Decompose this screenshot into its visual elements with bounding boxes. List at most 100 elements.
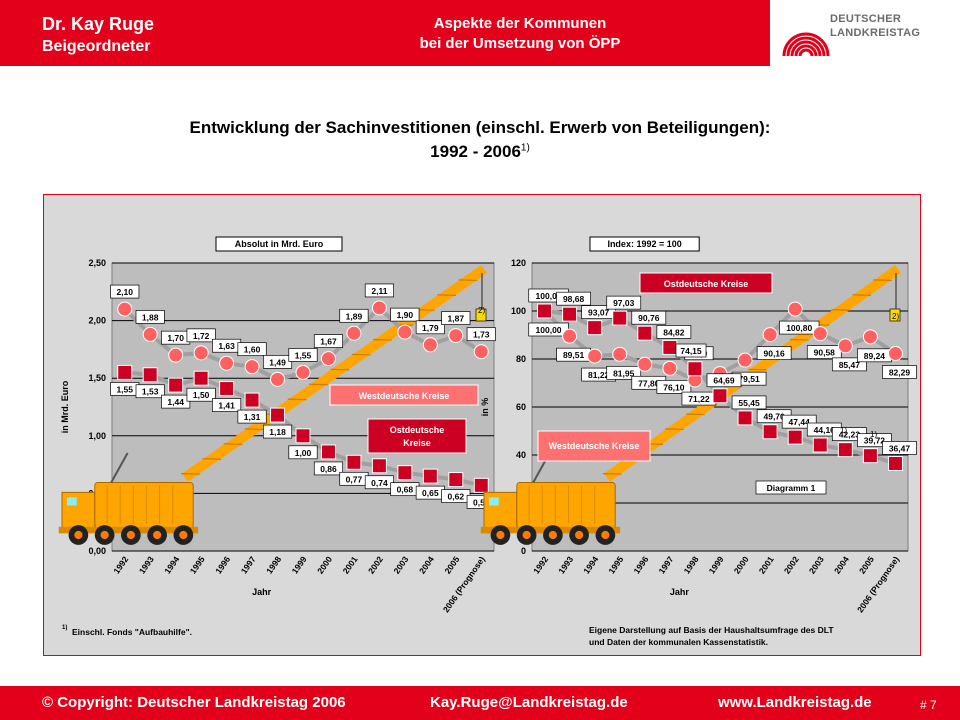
website-link[interactable]: www.Landkreistag.de — [718, 694, 872, 711]
x-tick-label: 1997 — [239, 554, 258, 575]
data-label-box — [882, 365, 917, 379]
east-point — [422, 468, 438, 484]
data-label-box — [186, 387, 216, 402]
crane-lattice-icon — [748, 368, 767, 371]
crane-lattice-icon — [852, 294, 871, 296]
legend-box-label: Diagramm 1 — [767, 483, 816, 493]
source-line-1: Eigene Darstellung auf Basis der Haushal… — [589, 625, 834, 635]
x-tick-label: 2004 — [417, 554, 436, 575]
west-point — [346, 325, 362, 341]
west-point — [662, 360, 678, 376]
data-label: 89,24 — [864, 351, 886, 361]
crane-lattice-icon — [437, 294, 456, 296]
crane-lattice-icon — [245, 428, 264, 431]
west-point — [837, 338, 853, 354]
footnote-mark: 1) — [62, 625, 67, 631]
y-tick-label: 40 — [516, 450, 526, 460]
x-tick-label: 2002 — [782, 554, 801, 575]
west-point — [219, 355, 235, 371]
crane-lattice-icon — [309, 383, 328, 386]
crane-hook-icon — [889, 308, 901, 322]
annotation-mark: 1) — [870, 430, 877, 439]
crane-cab-icon — [61, 491, 96, 529]
data-label-box — [135, 310, 165, 324]
y-tick-label: 80 — [516, 354, 526, 364]
crane-window-icon — [488, 497, 499, 506]
data-label: 81,22 — [588, 370, 610, 380]
y-tick-label: 1,00 — [88, 431, 106, 441]
data-label: 0,86 — [320, 464, 337, 474]
box-title-frame — [589, 236, 700, 252]
west-point — [270, 371, 286, 387]
data-label-box — [237, 342, 267, 357]
crane-hub-icon — [496, 530, 505, 540]
x-tick-label: 1997 — [656, 554, 675, 575]
data-label-box — [756, 346, 792, 360]
data-label-box — [606, 295, 642, 310]
west-point — [887, 346, 903, 362]
x-tick-label: 1998 — [264, 554, 283, 575]
crane-body-icon — [516, 482, 616, 529]
data-label: 1,73 — [473, 330, 490, 340]
data-label: 0,77 — [346, 474, 363, 484]
page-number: # 7 — [920, 698, 937, 712]
y-tick-label: 120 — [511, 258, 526, 268]
data-label: 1,53 — [142, 387, 159, 397]
east-point — [142, 367, 158, 383]
callout-east2-box — [639, 272, 773, 294]
crane-lattice-icon — [831, 309, 851, 311]
west-point — [562, 328, 578, 344]
west-point — [117, 301, 133, 317]
data-label: 2,10 — [116, 287, 133, 297]
west-point — [142, 326, 158, 342]
callout-east2-label: Ostdeutsche Kreise — [664, 279, 749, 289]
east-point — [193, 370, 209, 386]
x-tick-label: 2001 — [757, 554, 776, 575]
data-label: 97,03 — [613, 298, 635, 308]
east-point — [270, 407, 286, 423]
crane-hub-icon — [548, 530, 557, 540]
logo: DEUTSCHER LANDKREISTAG — [770, 0, 960, 66]
west-point — [473, 344, 489, 360]
x-tick-label: 2005 — [857, 554, 876, 575]
west-point — [295, 364, 311, 380]
crane-hook-icon — [475, 308, 487, 322]
crane-cab-icon — [483, 491, 518, 529]
callout-west2-box — [537, 430, 651, 462]
west-point — [762, 327, 778, 343]
data-label-box — [262, 355, 293, 369]
data-label-box — [706, 373, 742, 388]
crane-boom-icon — [182, 264, 487, 482]
east-point — [712, 388, 728, 404]
data-label: 77,80 — [638, 378, 660, 388]
crane-lattice-icon — [351, 353, 371, 356]
x-tick-label: 1998 — [682, 554, 701, 575]
data-label-box — [631, 310, 667, 325]
east-point — [295, 428, 311, 444]
data-label-box — [656, 325, 692, 339]
footer-bar: © Copyright: Deutscher Landkreistag 2006… — [0, 686, 960, 720]
crane-lattice-icon — [180, 473, 200, 475]
data-label-box — [364, 475, 394, 490]
logo-line-2: LANDKREISTAG — [830, 27, 921, 39]
x-tick-label: 1992 — [531, 554, 550, 575]
east-point — [662, 339, 678, 355]
data-label: 79,51 — [738, 374, 760, 384]
data-label: 36,47 — [889, 443, 911, 453]
email-link[interactable]: Kay.Ruge@Landkreistag.de — [430, 694, 628, 711]
east-point — [244, 392, 260, 408]
data-label: 55,45 — [738, 398, 760, 408]
data-label: 44,16 — [814, 425, 836, 435]
data-label: 90,76 — [638, 313, 660, 323]
data-label: 0,57 — [473, 497, 490, 507]
x-tick-label: 1995 — [606, 554, 625, 575]
y-tick-label: 1,50 — [88, 373, 106, 383]
extra-data-label: 74,15 — [680, 346, 702, 356]
crane-lattice-icon — [873, 279, 892, 282]
data-label-box — [731, 395, 767, 410]
east-point — [812, 437, 828, 453]
x-tick-label: 1996 — [631, 554, 650, 575]
x-tick-label: 2004 — [832, 554, 851, 575]
slide-title-line-2: 1992 - 20061) — [0, 142, 960, 162]
west-point — [244, 359, 260, 375]
